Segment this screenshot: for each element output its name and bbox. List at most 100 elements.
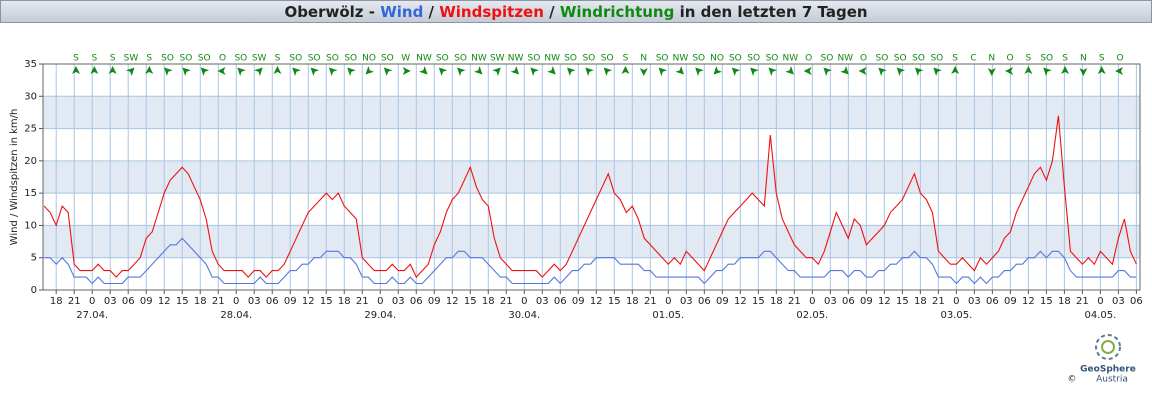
series-line [43, 115, 1137, 279]
wind-direction-label: NO [362, 54, 376, 64]
wind-direction-arrow [90, 66, 99, 74]
y-tick-label: 20 [24, 156, 37, 167]
y-tick-label: 10 [24, 220, 37, 231]
x-tick-label: 0 [233, 296, 239, 307]
title-part: Wind [380, 3, 423, 21]
wind-direction-label: SO [527, 54, 540, 64]
x-tick-label: 03 [248, 296, 261, 307]
x-tick-label: 09 [716, 296, 729, 307]
x-tick-label: 06 [410, 296, 423, 307]
title-part: Windspitzen [439, 3, 544, 21]
date-label: 30.04. [508, 310, 540, 321]
wind-direction-label: SO [747, 54, 760, 64]
x-tick-label: 21 [212, 296, 225, 307]
x-tick-label: 18 [338, 296, 351, 307]
x-tick-label: 0 [665, 296, 671, 307]
wind-direction-label: SO [308, 54, 321, 64]
copyright: © [1068, 375, 1077, 385]
x-tick-label: 06 [122, 296, 135, 307]
wind-direction-label: S [952, 54, 958, 64]
wind-direction-label: SO [729, 54, 742, 64]
wind-direction-arrow [72, 66, 80, 74]
title-part: Windrichtung [560, 3, 674, 21]
wind-direction-label: S [623, 54, 629, 64]
x-tick-label: 09 [1004, 296, 1017, 307]
wind-direction-label: S [275, 54, 281, 64]
date-label: 04.05. [1084, 310, 1116, 321]
wind-direction-label: NO [710, 54, 724, 64]
x-tick-label: 21 [1076, 296, 1089, 307]
logo: GeoSphere Austria © [1068, 334, 1136, 385]
wind-direction-label: SO [601, 54, 614, 64]
x-tick-label: 06 [698, 296, 711, 307]
x-tick-label: 03 [1112, 296, 1125, 307]
wind-direction-label: NW [471, 54, 487, 64]
wind-direction-label: NW [837, 54, 853, 64]
x-tick-label: 09 [140, 296, 153, 307]
wind-direction-label: SO [912, 54, 925, 64]
x-tick-label: 12 [590, 296, 603, 307]
x-tick-label: 15 [608, 296, 621, 307]
wind-direction-label: O [219, 54, 226, 64]
x-tick-label: 12 [446, 296, 459, 307]
x-tick-label: 03 [824, 296, 837, 307]
wind-direction-label: NW [544, 54, 560, 64]
plot-frame [42, 63, 1141, 291]
wind-direction-label: SO [161, 54, 174, 64]
x-tick-label: 09 [428, 296, 441, 307]
wind-direction-label: SO [179, 54, 192, 64]
wind-direction-label: SO [344, 54, 357, 64]
wind-direction-label: SO [454, 54, 467, 64]
logo-sub: Austria [1096, 375, 1128, 385]
x-tick-label: 06 [554, 296, 567, 307]
x-tick-label: 0 [89, 296, 95, 307]
x-tick-label: 09 [860, 296, 873, 307]
wind-direction-arrow [987, 68, 996, 76]
wind-direction-arrow [1079, 68, 1088, 76]
title-part: Oberwölz - [284, 3, 380, 21]
x-tick-label: 18 [1058, 296, 1071, 307]
wind-direction-label: S [1026, 54, 1032, 64]
x-tick-label: 12 [1022, 296, 1035, 307]
x-tick-label: 0 [521, 296, 527, 307]
x-tick-label: 09 [284, 296, 297, 307]
date-label: 01.05. [652, 310, 684, 321]
band [43, 225, 1140, 258]
x-tick-label: 21 [68, 296, 81, 307]
wind-direction-arrow [858, 67, 867, 75]
x-tick-label: 18 [194, 296, 207, 307]
x-tick-label: 15 [176, 296, 189, 307]
x-tick-label: 0 [1097, 296, 1103, 307]
wind-direction-label: S [73, 54, 79, 64]
wind-direction-label: N [1080, 54, 1087, 64]
y-tick-label: 15 [24, 188, 37, 199]
x-tick-label: 03 [536, 296, 549, 307]
wind-direction-label: SO [692, 54, 705, 64]
wind-direction-label: SW [490, 54, 505, 64]
x-tick-label: 12 [734, 296, 747, 307]
wind-direction-arrow [217, 67, 226, 75]
wind-direction-label: SW [252, 54, 267, 64]
x-tick-label: 15 [752, 296, 765, 307]
wind-direction-arrow [273, 66, 282, 74]
wind-direction-label: NW [416, 54, 432, 64]
y-axis-label: Wind / Windspitzen in km/h [9, 109, 20, 246]
wind-direction-label: S [110, 54, 116, 64]
wind-direction-label: SO [821, 54, 834, 64]
wind-direction-arrow [108, 66, 117, 74]
x-tick-label: 09 [572, 296, 585, 307]
title-part: / [544, 3, 560, 21]
wind-direction-arrow [1005, 67, 1014, 75]
x-tick-label: 15 [1040, 296, 1053, 307]
series-line [44, 237, 1137, 285]
wind-direction-label: NW [673, 54, 689, 64]
x-tick-label: 21 [356, 296, 369, 307]
wind-direction-label: S [1099, 54, 1105, 64]
x-tick-label: 06 [266, 296, 279, 307]
x-tick-label: 12 [302, 296, 315, 307]
logo-mark [1095, 334, 1121, 360]
wind-direction-arrow [621, 66, 630, 74]
x-tick-label: 03 [392, 296, 405, 307]
y-tick-label: 30 [24, 91, 37, 102]
wind-direction-label: SO [381, 54, 394, 64]
